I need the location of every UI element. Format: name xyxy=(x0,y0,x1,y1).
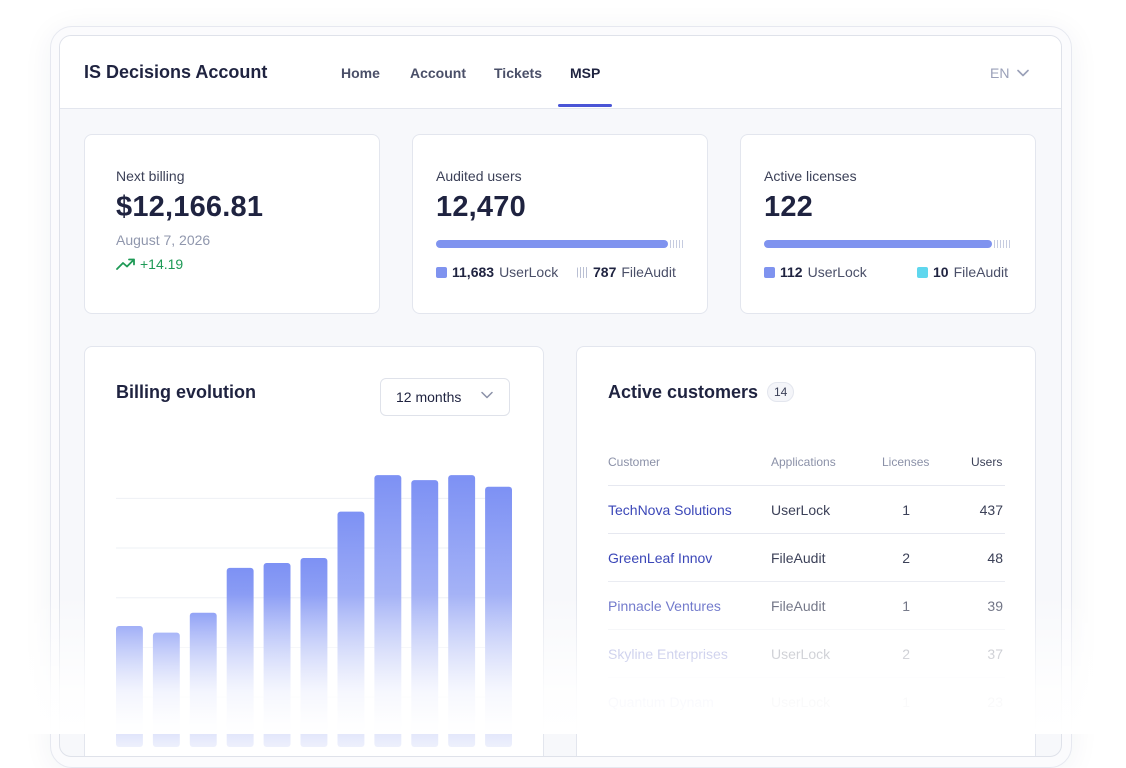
customer-users: 39 xyxy=(987,598,1003,614)
fileaudit-count: 10 xyxy=(933,264,949,280)
customer-licenses: 1 xyxy=(902,502,910,518)
table-row[interactable]: GreenLeaf Innov FileAudit 2 48 xyxy=(608,533,1005,582)
userlock-count: 112 xyxy=(780,264,803,280)
customer-application: UserLock xyxy=(771,646,831,662)
customer-name-link[interactable]: Skyline Enterprises xyxy=(608,646,728,662)
legend-fileaudit: 10 FileAudit xyxy=(917,264,1008,280)
customer-users: 437 xyxy=(979,502,1003,518)
billing-evolution-card: Billing evolution 12 months xyxy=(84,346,544,756)
app-title: IS Decisions Account xyxy=(84,62,268,82)
customer-licenses: 1 xyxy=(902,598,910,614)
customer-users: 23 xyxy=(987,694,1003,710)
userlock-label: UserLock xyxy=(807,264,867,280)
customer-licenses: 2 xyxy=(902,550,910,566)
table-row[interactable]: TechNova Solutions UserLock 1 437 xyxy=(608,485,1005,534)
fileaudit-count: 787 xyxy=(593,264,617,280)
userlock-license-bar xyxy=(764,240,992,248)
fileaudit-license-bar xyxy=(994,240,1012,248)
customer-licenses: 2 xyxy=(902,646,910,662)
customer-licenses: 1 xyxy=(902,694,910,710)
fileaudit-label: FileAudit xyxy=(621,264,676,280)
billing-trend: +14.19 xyxy=(116,256,183,272)
active-tab-indicator xyxy=(558,104,612,107)
next-billing-date: August 7, 2026 xyxy=(116,232,211,248)
licenses-progress xyxy=(764,240,1012,248)
chevron-down-icon xyxy=(1017,69,1030,77)
billing-evolution-title: Billing evolution xyxy=(116,382,256,402)
trending-up-icon xyxy=(116,258,135,270)
chevron-down-icon xyxy=(481,391,493,399)
audited-users-progress xyxy=(436,240,684,248)
next-billing-card: Next billing $12,166.81 August 7, 2026 +… xyxy=(84,134,380,314)
language-selector[interactable]: EN xyxy=(990,65,1030,81)
next-billing-amount: $12,166.81 xyxy=(116,191,264,223)
customer-application: UserLock xyxy=(771,502,831,518)
column-header-applications[interactable]: Applications xyxy=(771,455,836,469)
active-customers-card: Active customers 14 Customer Application… xyxy=(576,346,1036,756)
customer-users: 37 xyxy=(987,646,1003,662)
nav-tab-tickets[interactable]: Tickets xyxy=(494,65,542,81)
userlock-swatch xyxy=(436,266,447,278)
chart-fade-overlay xyxy=(85,707,543,756)
table-row[interactable]: Quantum Dynam UserLock 1 23 xyxy=(608,677,1005,726)
legend-userlock: 11,683 UserLock xyxy=(436,264,558,280)
customer-application: FileAudit xyxy=(771,550,826,566)
next-billing-label: Next billing xyxy=(116,168,185,184)
nav-tab-msp[interactable]: MSP xyxy=(570,65,601,81)
billing-trend-value: +14.19 xyxy=(140,256,184,272)
top-navbar: IS Decisions Account Home Account Ticket… xyxy=(60,36,1061,109)
customer-name-link[interactable]: Quantum Dynam xyxy=(608,694,714,710)
customer-users: 48 xyxy=(987,550,1003,566)
table-row[interactable]: Pinnacle Ventures FileAudit 1 39 xyxy=(608,581,1005,630)
userlock-count: 11,683 xyxy=(452,264,495,280)
fileaudit-swatch xyxy=(917,266,928,278)
fileaudit-swatch xyxy=(577,266,588,278)
period-select[interactable]: 12 months xyxy=(380,378,510,416)
customer-application: UserLock xyxy=(771,694,831,710)
column-header-licenses[interactable]: Licenses xyxy=(882,455,930,469)
audited-users-card: Audited users 12,470 11,683 UserLock 787… xyxy=(412,134,708,314)
active-licenses-label: Active licenses xyxy=(764,168,857,184)
fileaudit-share-bar xyxy=(670,240,684,248)
audited-users-label: Audited users xyxy=(436,168,522,184)
column-header-users[interactable]: Users xyxy=(971,455,1003,469)
active-licenses-card: Active licenses 122 112 UserLock 10 File… xyxy=(740,134,1036,314)
app-window: IS Decisions Account Home Account Ticket… xyxy=(59,35,1062,757)
fileaudit-label: FileAudit xyxy=(953,264,1009,280)
column-header-customer[interactable]: Customer xyxy=(608,455,661,469)
language-label: EN xyxy=(990,65,1010,81)
table-row[interactable]: Skyline Enterprises UserLock 2 37 xyxy=(608,629,1005,678)
active-customers-title: Active customers xyxy=(608,382,759,402)
nav-tab-home[interactable]: Home xyxy=(341,65,380,81)
nav-tab-account[interactable]: Account xyxy=(410,65,466,81)
userlock-swatch xyxy=(764,266,775,278)
period-select-value: 12 months xyxy=(396,389,462,405)
legend-fileaudit: 787 FileAudit xyxy=(577,264,676,280)
legend-userlock: 112 UserLock xyxy=(764,264,867,280)
userlock-share-bar xyxy=(436,240,668,248)
customer-name-link[interactable]: GreenLeaf Innov xyxy=(608,550,713,566)
customer-name-link[interactable]: TechNova Solutions xyxy=(608,502,732,518)
active-licenses-total: 122 xyxy=(764,191,813,223)
audited-users-total: 12,470 xyxy=(436,191,526,223)
customer-count-badge: 14 xyxy=(767,382,795,402)
customer-application: FileAudit xyxy=(771,598,826,614)
customer-name-link[interactable]: Pinnacle Ventures xyxy=(608,598,721,614)
userlock-label: UserLock xyxy=(499,264,559,280)
